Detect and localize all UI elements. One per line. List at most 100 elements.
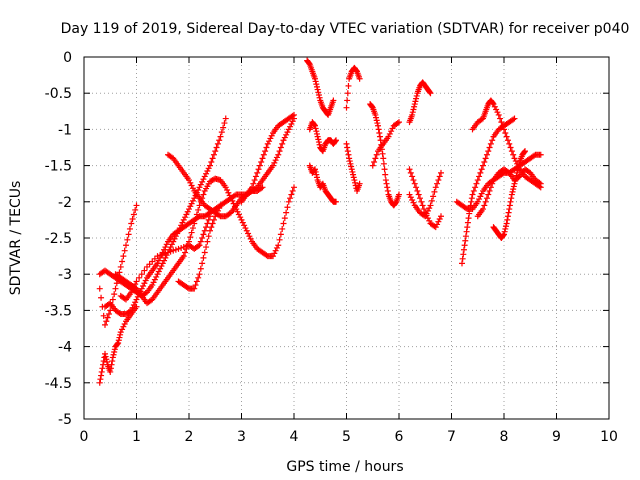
data-point xyxy=(147,297,154,304)
x-tick-label: 5 xyxy=(342,429,351,445)
data-point xyxy=(249,184,255,191)
data-point xyxy=(117,331,124,338)
data-point xyxy=(161,246,168,253)
data-point xyxy=(193,278,200,285)
data-point xyxy=(383,180,390,187)
data-point xyxy=(313,171,320,178)
data-point xyxy=(141,280,148,287)
data-point xyxy=(98,372,105,379)
y-tick-label: -3 xyxy=(58,267,72,283)
data-point xyxy=(171,235,178,242)
data-point xyxy=(314,86,321,93)
data-point xyxy=(267,135,274,142)
data-point xyxy=(512,177,519,184)
data-point xyxy=(199,260,206,267)
data-point xyxy=(149,282,156,289)
data-point xyxy=(130,211,137,218)
data-point xyxy=(246,233,253,240)
data-point xyxy=(191,195,198,202)
data-point xyxy=(481,202,488,209)
data-point xyxy=(392,199,399,206)
data-point xyxy=(422,213,429,220)
x-tick-label: 9 xyxy=(552,429,561,445)
data-point xyxy=(167,248,174,255)
data-point xyxy=(502,130,509,137)
data-point xyxy=(473,180,480,187)
data-point xyxy=(125,231,132,238)
y-tick-label: -2.5 xyxy=(45,231,72,247)
data-point xyxy=(483,151,490,158)
data-point xyxy=(228,195,234,202)
data-point xyxy=(189,225,196,232)
data-point xyxy=(478,166,485,173)
data-point xyxy=(353,67,360,74)
data-point xyxy=(178,244,185,251)
data-point xyxy=(489,100,496,107)
data-point xyxy=(187,203,194,210)
data-point xyxy=(483,195,490,202)
data-point xyxy=(486,144,493,151)
data-point xyxy=(410,177,417,184)
data-point xyxy=(460,246,467,253)
data-point xyxy=(200,191,207,198)
data-point xyxy=(111,291,118,298)
data-point xyxy=(128,220,135,227)
data-point xyxy=(262,148,269,155)
data-point xyxy=(511,155,518,162)
data-point xyxy=(187,234,194,241)
data-point xyxy=(250,180,257,187)
data-point xyxy=(504,168,511,175)
data-point xyxy=(268,132,275,139)
data-point xyxy=(170,247,177,254)
data-point xyxy=(235,211,242,218)
data-point xyxy=(259,155,266,162)
data-point xyxy=(123,242,129,249)
data-point xyxy=(493,106,500,113)
data-point xyxy=(142,277,149,284)
data-point xyxy=(188,200,195,207)
data-point xyxy=(100,312,107,319)
data-point xyxy=(102,321,108,328)
data-point xyxy=(291,111,297,118)
data-point xyxy=(480,206,486,213)
data-point xyxy=(472,184,479,191)
data-point xyxy=(345,151,352,158)
data-point xyxy=(263,144,270,151)
data-point xyxy=(423,210,430,217)
data-point xyxy=(506,206,513,213)
data-point xyxy=(222,115,229,122)
data-point xyxy=(494,109,501,116)
data-point xyxy=(116,334,123,341)
data-point xyxy=(138,271,145,278)
data-point xyxy=(163,241,170,248)
data-point xyxy=(277,231,284,238)
data-point xyxy=(379,150,386,157)
data-point xyxy=(255,166,262,173)
data-point xyxy=(247,235,254,242)
data-point xyxy=(434,180,441,187)
data-point xyxy=(175,245,182,252)
data-point xyxy=(266,138,273,145)
data-point xyxy=(489,180,496,187)
data-point xyxy=(187,179,194,186)
data-point xyxy=(498,119,505,126)
data-point xyxy=(373,117,380,124)
series-arc-3 xyxy=(96,303,140,386)
data-point xyxy=(291,184,297,191)
data-point xyxy=(237,214,244,221)
data-point xyxy=(204,220,211,227)
data-point xyxy=(132,299,139,306)
data-point xyxy=(521,149,528,156)
data-point xyxy=(214,207,221,214)
data-point xyxy=(189,197,196,204)
data-point xyxy=(275,242,282,249)
data-point xyxy=(199,178,206,185)
data-point xyxy=(217,202,224,209)
data-point xyxy=(226,210,233,217)
data-point xyxy=(289,187,296,194)
data-point xyxy=(168,154,175,161)
data-point xyxy=(352,179,359,186)
data-point xyxy=(436,215,443,222)
data-point xyxy=(330,97,337,104)
data-point xyxy=(209,220,216,227)
